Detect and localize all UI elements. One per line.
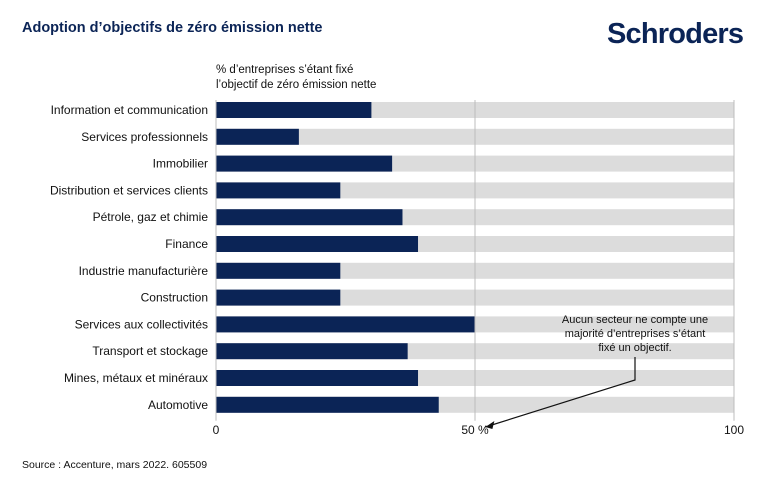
category-label: Finance <box>165 237 208 251</box>
bar <box>216 343 408 360</box>
category-label: Industrie manufacturière <box>79 264 209 278</box>
category-label: Services aux collectivités <box>75 317 208 331</box>
category-label: Immobilier <box>153 157 208 171</box>
schroders-logo: Schroders <box>607 18 744 50</box>
bar <box>216 396 439 413</box>
bar <box>216 370 419 386</box>
category-label: Construction <box>141 291 208 305</box>
bar <box>216 262 341 279</box>
category-label: Automotive <box>148 398 208 412</box>
category-label: Distribution et services clients <box>50 183 208 197</box>
bar <box>216 102 372 118</box>
chart-title: Adoption d’objectifs de zéro émission ne… <box>22 20 323 36</box>
category-label: Transport et stockage <box>92 344 208 358</box>
bar <box>216 128 299 145</box>
bar <box>216 316 475 333</box>
bar <box>216 155 393 172</box>
annotation-text: fixé un objectif. <box>598 342 671 354</box>
bar <box>216 209 403 226</box>
category-label: Pétrole, gaz et chimie <box>93 210 209 224</box>
category-label: Information et communication <box>51 103 208 117</box>
category-label: Services professionnels <box>81 130 208 144</box>
bar <box>216 289 341 306</box>
annotation-arrow-line <box>485 357 636 428</box>
bar <box>216 182 341 199</box>
x-tick-label: 0 <box>213 423 220 437</box>
bar <box>216 236 419 252</box>
x-tick-label: 100 <box>724 423 744 437</box>
annotation-arrowhead <box>485 421 495 429</box>
category-label: Mines, métaux et minéraux <box>64 371 208 385</box>
x-tick-label: 50 % <box>461 423 489 437</box>
chart-subtitle: % d’entreprises s’étant fixé l’objectif … <box>216 63 416 93</box>
subtitle-line-2: l’objectif de zéro émission nette <box>216 79 377 91</box>
source-note: Source : Accenture, mars 2022. 605509 <box>22 459 208 471</box>
annotation-text: majorité d’entreprises s’étant <box>565 328 706 340</box>
subtitle-line-1: % d’entreprises s’étant fixé <box>216 64 354 76</box>
annotation-text: Aucun secteur ne compte une <box>562 314 708 326</box>
